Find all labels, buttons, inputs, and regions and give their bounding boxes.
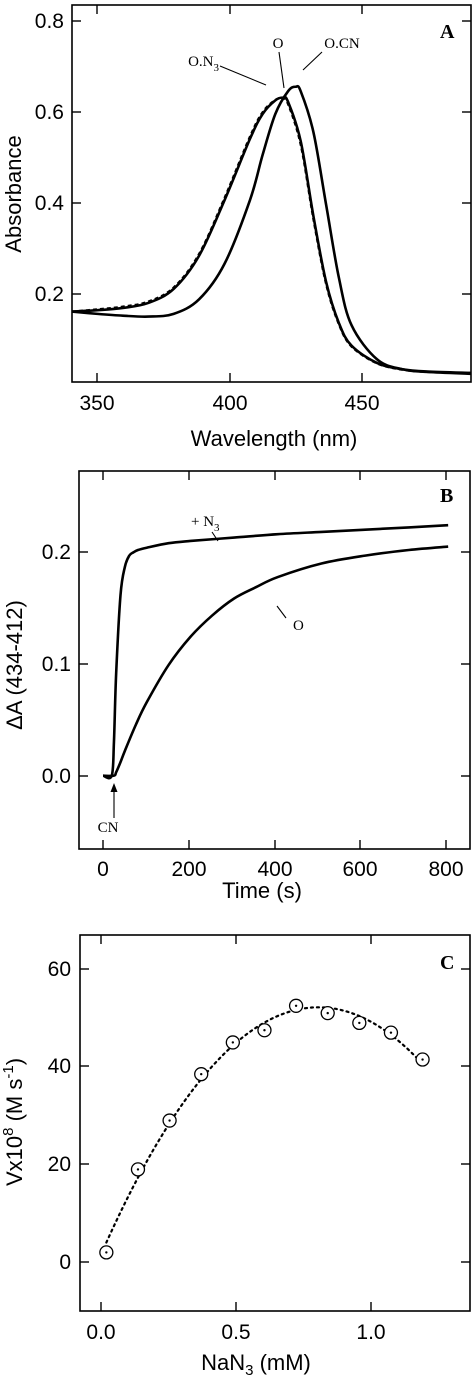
panel-b-x-axis-label: Time (s) — [222, 878, 302, 903]
panel-a-series-line-3 — [71, 84, 472, 376]
panel-a-x-axis-label: Wavelength (nm) — [191, 426, 358, 451]
panel-c-fit-line — [105, 1006, 424, 1244]
panel-b-series-line-2 — [103, 545, 449, 778]
panel-b-label-n3: + N3 — [191, 514, 220, 534]
panel-b-xtick-label: 0 — [97, 858, 109, 881]
panel-b-series — [102, 523, 449, 780]
panel-c-data-point-center — [421, 1058, 424, 1061]
panel-a-series — [71, 84, 472, 376]
panel-b: 0 200 400 600 800 0.0 0.1 0.2 Time (s) Δ… — [2, 470, 471, 903]
panel-c-frame — [79, 934, 471, 1312]
panel-a-y-axis-label: Absorbance — [1, 135, 26, 252]
panel-c-data-point-center — [358, 1021, 361, 1025]
panel-c-x-axis-label: NaN3 (mM) — [201, 1350, 311, 1378]
panel-b-xtick-marks — [102, 471, 447, 849]
panel-c-ytick-label: 0 — [59, 1251, 71, 1274]
panel-c-ytick-label: 60 — [48, 958, 71, 981]
panel-a-series-line-1 — [71, 95, 472, 375]
panel-a-leader-on3 — [219, 65, 267, 86]
panel-b-letter: B — [440, 485, 453, 507]
panel-a-leader-o — [278, 51, 285, 89]
panel-b-y-axis-label: ΔA (434-412) — [2, 600, 27, 730]
panel-b-ytick-label: 0.0 — [42, 765, 71, 788]
panel-a-label-on3-sub: 3 — [214, 62, 220, 74]
panel-c-xtick-label: 0.0 — [86, 1321, 115, 1344]
panel-b-label-cn: CN — [98, 820, 119, 836]
panel-b-ytick-marks — [79, 551, 470, 777]
panel-b-label-n3-sub: 3 — [214, 522, 220, 534]
panel-b-leader-o — [276, 605, 287, 619]
panel-a-ytick-label: 0.2 — [35, 283, 64, 306]
panel-c-data-point-center — [389, 1031, 393, 1034]
panel-a-label-on3-base: O.N — [188, 54, 214, 70]
panel-a-ytick-label: 0.8 — [35, 10, 64, 33]
panel-b-ytick-label: 0.2 — [42, 541, 71, 564]
panel-b-leader-n3 — [211, 531, 219, 542]
panel-c-xtick-label: 1.0 — [356, 1321, 385, 1344]
panel-c-data-point-center — [200, 1072, 203, 1076]
panel-a-ytick-marks — [72, 20, 471, 295]
panel-a-series-line-2 — [71, 97, 472, 375]
panel-c-ytick-label: 20 — [48, 1153, 71, 1176]
panel-a-letter: A — [440, 21, 455, 43]
panel-a: 350 400 450 0.2 0.4 0.6 0.8 Wavelength (… — [1, 4, 472, 451]
panel-a-label-ocn: O.CN — [324, 36, 360, 52]
panel-b-label-o: O — [293, 618, 304, 634]
panel-b-xtick-label: 400 — [257, 858, 292, 881]
panel-a-xtick-marks — [96, 5, 363, 382]
panel-c-data-point-center — [231, 1041, 235, 1044]
panel-a-leader-ocn — [302, 51, 323, 71]
panel-a-xtick-label: 350 — [79, 392, 114, 415]
panel-c-y-axis-label: Vx108 (M s-1) — [0, 1058, 27, 1186]
panel-a-ytick-label: 0.4 — [35, 192, 65, 215]
panel-c-data-point-center — [136, 1168, 140, 1171]
panel-b-xtick-label: 800 — [428, 858, 463, 881]
panel-a-frame — [71, 4, 472, 383]
panel-c-series — [99, 998, 430, 1260]
panel-b-xtick-label: 600 — [342, 858, 377, 881]
panel-c-xtick-marks — [100, 935, 372, 1311]
panel-c-data-point-center — [294, 1004, 298, 1008]
panel-b-series-line-1 — [102, 523, 449, 780]
panel-c-ytick-label: 40 — [48, 1055, 71, 1078]
panel-c: 0.0 0.5 1.0 0 20 40 60 NaN3 (mM) Vx108 (… — [0, 934, 471, 1378]
panel-c-ytick-marks — [80, 968, 470, 1263]
panel-b-ytick-label: 0.1 — [42, 653, 71, 676]
panel-b-label-n3-base: + N — [191, 514, 214, 530]
panel-c-xtick-label: 0.5 — [221, 1321, 250, 1344]
panel-a-xtick-label: 400 — [212, 392, 247, 415]
panel-b-cn-arrow — [110, 783, 118, 818]
panel-c-data-point-center — [263, 1029, 266, 1032]
panel-a-label-on3: O.N3 — [188, 54, 219, 74]
panel-a-ytick-label: 0.6 — [35, 101, 64, 124]
panel-a-label-o: O — [273, 36, 284, 52]
panel-c-data-point-center — [168, 1119, 171, 1122]
panel-c-data-point-center — [105, 1251, 108, 1254]
panel-b-xtick-label: 200 — [171, 858, 206, 881]
panel-c-data-point-center — [326, 1011, 329, 1015]
panel-a-xtick-label: 450 — [344, 392, 379, 415]
panel-c-letter: C — [440, 952, 454, 974]
